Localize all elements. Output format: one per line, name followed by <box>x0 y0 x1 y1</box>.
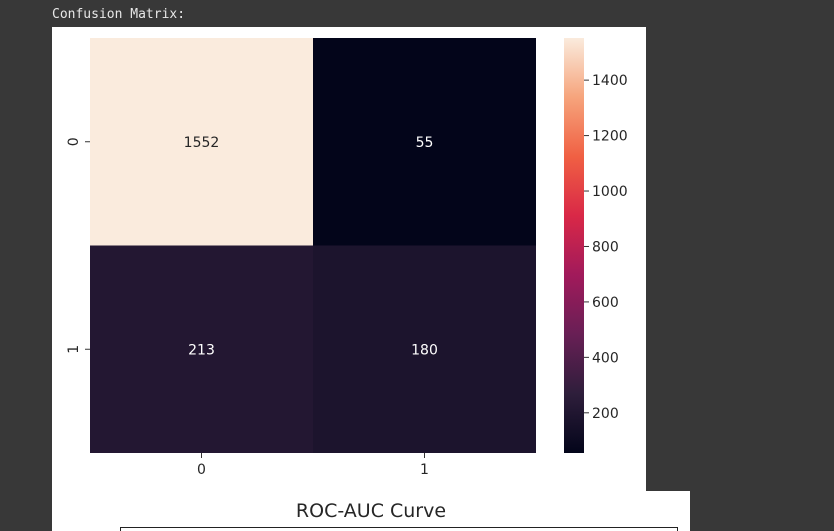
output-label: Confusion Matrix: <box>52 7 186 22</box>
cell-value-label: 1552 <box>184 135 220 151</box>
colorbar-tick-label: 400 <box>592 350 619 366</box>
colorbar-tick-label: 1200 <box>592 129 628 145</box>
heatmap-cell-0-1 <box>313 38 536 246</box>
confusion-matrix-figure: 1552 55 213 180 0 1 0 1 200 400 600 800 1000 1200 14… <box>52 27 646 491</box>
colorbar <box>564 38 584 453</box>
cell-value-label: 55 <box>416 135 434 151</box>
confusion-matrix-chart: 1552 55 213 180 0 1 0 1 200 400 600 800 1000 1200 14… <box>66 38 628 478</box>
x-tick-label: 0 <box>197 462 206 478</box>
y-tick-label: 0 <box>66 137 82 146</box>
heatmap-cell-0-0 <box>90 38 313 246</box>
heatmap-cell-1-1 <box>313 245 536 453</box>
colorbar-tick-label: 1400 <box>592 73 628 89</box>
colorbar-tick-label: 800 <box>592 239 619 255</box>
roc-chart-title: ROC-AUC Curve <box>295 500 447 522</box>
roc-figure: ROC-AUC Curve <box>52 491 690 531</box>
heatmap-cell-1-0 <box>90 245 313 453</box>
colorbar-tick-label: 1000 <box>592 184 628 200</box>
x-tick-label: 1 <box>420 462 429 478</box>
roc-axes-frame <box>120 527 678 531</box>
colorbar-tick-label: 600 <box>592 295 619 311</box>
cell-value-label: 180 <box>411 342 438 358</box>
y-tick-label: 1 <box>66 345 82 354</box>
colorbar-tick-label: 200 <box>592 406 619 422</box>
cell-value-label: 213 <box>188 342 215 358</box>
